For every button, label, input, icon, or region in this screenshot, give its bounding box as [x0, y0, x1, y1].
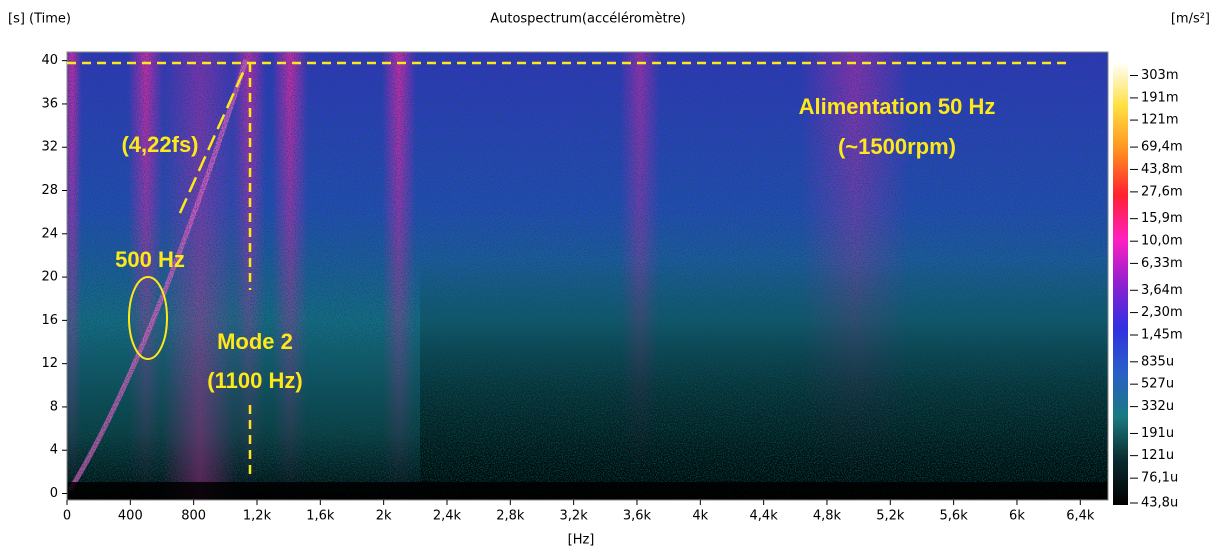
x-tick-label: 3,6k: [623, 509, 652, 524]
x-tick-label: 400: [118, 509, 143, 524]
x-tick-label: 6,4k: [1066, 509, 1095, 524]
colorbar-tick-label: 43,8u: [1141, 496, 1178, 511]
colorbar-label: [m/s²]: [1171, 12, 1210, 27]
x-tick-label: 2k: [376, 509, 392, 524]
colorbar-tick-label: 191u: [1141, 426, 1174, 441]
annotation: (4,22fs): [121, 132, 198, 157]
colorbar-tick-label: 27,6m: [1141, 184, 1183, 199]
annotation: Alimentation 50 Hz: [799, 94, 996, 119]
colorbar-tick-label: 332u: [1141, 399, 1174, 414]
y-tick-label: 16: [41, 313, 58, 328]
colorbar: [1113, 62, 1128, 505]
colorbar-tick-label: 76,1u: [1141, 471, 1178, 486]
x-tick-label: 4,8k: [813, 509, 842, 524]
ellipse: [128, 276, 168, 360]
y-tick-label: 12: [41, 356, 58, 371]
colorbar-tick-label: 2,30m: [1141, 305, 1183, 320]
colorbar-tick-label: 303m: [1141, 68, 1178, 83]
annotation: (~1500rpm): [838, 134, 956, 159]
y-axis-label: [s] (Time): [8, 12, 71, 27]
colorbar-tick-label: 121m: [1141, 113, 1178, 128]
colorbar-tick-label: 527u: [1141, 377, 1174, 392]
x-tick-label: 1,2k: [243, 509, 272, 524]
y-tick-label: 36: [41, 96, 58, 111]
colorbar-tick-label: 69,4m: [1141, 140, 1183, 155]
annotation: (1100 Hz): [207, 368, 302, 393]
plot-frame: [66, 51, 1109, 501]
x-tick-label: 1,6k: [306, 509, 335, 524]
order-line: [178, 67, 247, 214]
y-tick-label: 24: [41, 226, 58, 241]
chart-title: Autospectrum(accéléromètre): [490, 12, 686, 27]
y-tick-label: 0: [50, 486, 58, 501]
annotation: Mode 2: [217, 329, 293, 354]
colorbar-tick-label: 1,45m: [1141, 327, 1183, 342]
y-tick-label: 8: [50, 399, 58, 414]
x-tick-label: 5,2k: [876, 509, 905, 524]
x-tick-label: 4k: [692, 509, 708, 524]
annotation: 500 Hz: [115, 247, 185, 272]
x-tick-label: 2,8k: [496, 509, 525, 524]
x-tick-label: 5,6k: [940, 509, 969, 524]
colorbar-tick-label: 191m: [1141, 90, 1178, 105]
colorbar-tick-label: 10,0m: [1141, 234, 1183, 249]
x-tick-label: 800: [181, 509, 206, 524]
y-tick-label: 32: [41, 140, 58, 155]
y-tick-label: 4: [50, 443, 58, 458]
colorbar-tick-label: 43,8m: [1141, 162, 1183, 177]
spectrogram: [67, 52, 1108, 500]
x-tick-label: 2,4k: [433, 509, 462, 524]
x-tick-label: 0: [63, 509, 71, 524]
x-tick-label: 3,2k: [560, 509, 589, 524]
y-tick-label: 40: [41, 53, 58, 68]
colorbar-tick-label: 6,33m: [1141, 256, 1183, 271]
x-tick-label: 4,4k: [750, 509, 779, 524]
y-tick-label: 28: [41, 183, 58, 198]
x-tick-label: 6k: [1009, 509, 1025, 524]
x-axis-label: [Hz]: [568, 533, 595, 548]
colorbar-tick-label: 121u: [1141, 448, 1174, 463]
colorbar-tick-label: 835u: [1141, 354, 1174, 369]
y-tick-label: 20: [41, 270, 58, 285]
colorbar-tick-label: 15,9m: [1141, 211, 1183, 226]
colorbar-tick-label: 3,64m: [1141, 283, 1183, 298]
